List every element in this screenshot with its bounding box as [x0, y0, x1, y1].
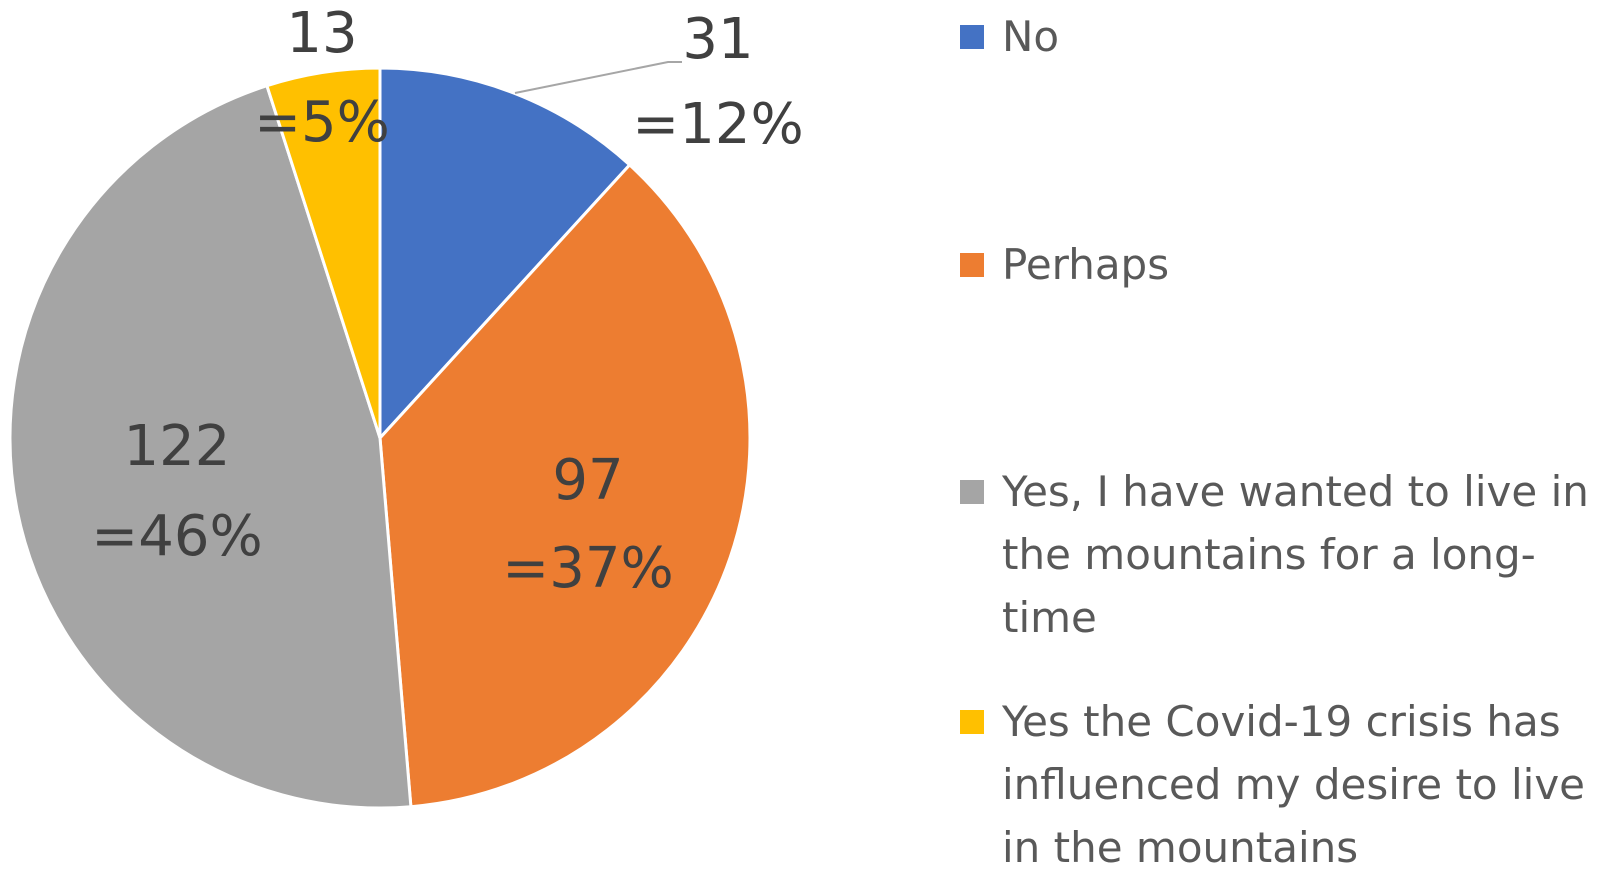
percent-label: =37% [502, 536, 673, 601]
data-label: 97 [552, 448, 623, 513]
legend-swatch [960, 253, 984, 277]
data-label: 31 [682, 7, 753, 72]
pie-area: 31 =12% 97 =37% 122 =46% 13 =5% [8, 1, 804, 810]
legend-swatch [960, 480, 984, 504]
leader-line [514, 61, 682, 94]
pie-slice [265, 66, 382, 439]
legend-swatch [960, 710, 984, 734]
legend-label: Perhaps [1002, 240, 1170, 289]
percent-label: =12% [632, 92, 803, 157]
pie-slice [378, 66, 632, 442]
legend-item: No [960, 5, 1600, 68]
legend-item: Yes the Covid-19 crisis has influenced m… [960, 690, 1600, 879]
data-label: 122 [124, 414, 231, 479]
legend-swatch [960, 25, 984, 49]
data-label: 13 [286, 1, 357, 66]
legend-item: Perhaps [960, 233, 1600, 296]
legend-label: Yes the Covid-19 crisis has influenced m… [1002, 697, 1586, 872]
pie-slice [8, 83, 413, 810]
legend-label: No [1002, 12, 1060, 61]
pie-slice [378, 162, 752, 809]
legend-item: Yes, I have wanted to live in the mounta… [960, 460, 1600, 649]
percent-label: =5% [254, 90, 390, 155]
percent-label: =46% [91, 504, 262, 569]
legend-label: Yes, I have wanted to live in the mounta… [1002, 467, 1589, 642]
